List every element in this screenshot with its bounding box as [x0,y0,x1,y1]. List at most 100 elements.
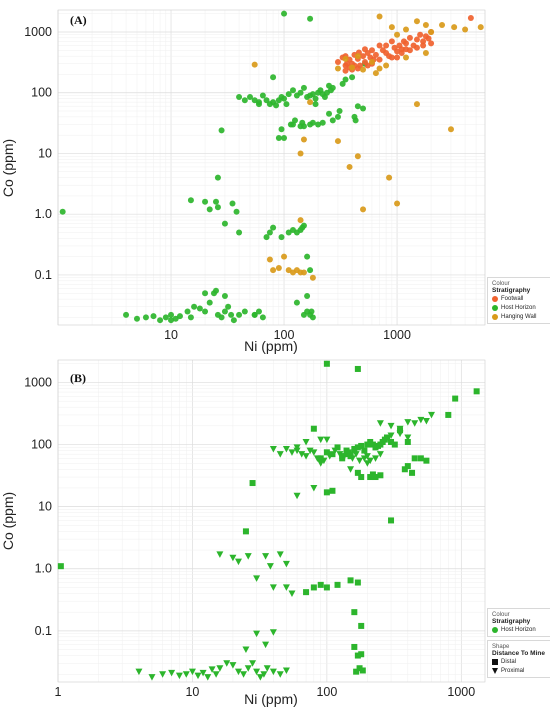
data-point-host-horizon [270,224,277,231]
data-point-proximal [263,665,271,672]
data-point-proximal [317,436,325,444]
data-point-host-horizon [162,314,169,321]
triangle-icon [492,667,498,674]
y-tick-label: 0.1 [35,624,52,638]
y-axis-label-a: Co (ppm) [0,139,16,197]
data-point-proximal [396,425,404,433]
data-point-proximal [404,419,412,426]
x-tick-label: 1000 [383,328,411,342]
data-point-proximal [302,438,310,446]
data-point-distal [351,643,358,650]
data-point-proximal [135,668,143,676]
data-point-host-horizon [291,117,298,124]
data-point-hanging-wall [388,24,395,31]
data-point-proximal [276,451,284,458]
data-point-proximal [387,422,395,430]
data-point-proximal [310,484,318,492]
data-point-footwall [376,56,383,63]
data-point-host-horizon [309,91,316,98]
data-point-distal [351,609,358,616]
data-point-proximal [244,553,252,560]
data-point-host-horizon [251,311,258,318]
data-point-proximal [356,457,364,465]
data-point-host-horizon [228,311,235,318]
y-tick-label: 0.1 [35,268,52,282]
data-point-proximal [302,453,310,460]
data-point-footwall [398,50,405,57]
data-point-proximal [208,666,216,673]
data-point-proximal [345,449,353,456]
host-horizon-swatch [492,304,498,311]
data-point-proximal [340,453,348,460]
data-point-footwall [342,67,349,74]
data-point-host-horizon [59,208,66,215]
panel-label-b: (B) [70,371,86,385]
data-point-distal [347,577,354,584]
hanging-wall-swatch [492,313,498,320]
y-tick-label: 10 [38,500,52,514]
data-point-proximal [320,457,328,465]
data-point-footwall [376,42,383,49]
data-point-proximal [417,416,425,424]
data-point-host-horizon [266,229,273,236]
data-point-host-horizon [309,314,316,321]
data-point-hanging-wall [275,265,282,272]
legend-a-entry-host-horizon: Host Horizon [492,303,550,312]
data-point-hanging-wall [403,26,410,33]
data-point-distal [356,665,363,672]
data-point-proximal [223,660,231,667]
data-point-distal [358,474,365,481]
data-point-proximal [212,671,220,678]
host-horizon-swatch [492,626,498,633]
data-point-proximal [175,672,183,680]
data-point-host-horizon [275,134,282,141]
data-point-hanging-wall [386,174,393,181]
data-point-proximal [266,563,274,570]
data-point-proximal [422,417,430,425]
data-point-distal [317,581,324,588]
data-point-proximal [276,551,284,558]
data-point-proximal [262,641,270,649]
plot-area-a [57,9,486,326]
data-point-footwall [394,48,401,55]
data-point-hanging-wall [447,126,454,133]
data-point-host-horizon [309,119,316,126]
data-point-host-horizon [259,92,266,99]
data-point-host-horizon [308,308,315,315]
data-point-footwall [417,31,424,38]
legend-b-entry-label: Host Horizon [501,626,536,633]
data-point-hanging-wall [403,54,410,61]
data-point-proximal [276,671,284,678]
data-point-proximal [253,575,261,582]
footwall-swatch [492,295,498,302]
legend-a-entry-label: Hanging Wall [501,313,537,320]
data-point-hanging-wall [300,136,307,143]
data-point-proximal [229,554,237,562]
data-point-proximal [253,668,261,676]
data-point-distal [411,455,418,462]
data-point-distal [354,469,361,476]
data-point-proximal [282,560,290,568]
data-point-footwall [372,51,379,58]
data-point-hanging-wall [372,70,379,77]
data-point-host-horizon [123,311,130,318]
x-tick-label: 100 [274,328,295,342]
data-point-proximal [363,460,371,467]
data-point-hanging-wall [394,200,401,207]
y-tick-label: 100 [31,86,52,100]
data-point-hanging-wall [451,24,458,31]
data-point-proximal [159,671,167,678]
data-point-host-horizon [241,97,248,104]
data-point-proximal [288,590,296,597]
data-point-proximal [293,444,301,451]
legend-b-entry-label: Distal [501,658,517,665]
data-point-proximal [298,451,306,458]
data-point-host-horizon [304,253,311,260]
data-point-distal [445,411,452,418]
data-point-hanging-wall [300,269,307,276]
data-point-distal [310,425,317,432]
data-point-hanging-wall [368,59,375,66]
data-point-host-horizon [263,234,270,241]
data-point-hanging-wall [270,267,277,274]
